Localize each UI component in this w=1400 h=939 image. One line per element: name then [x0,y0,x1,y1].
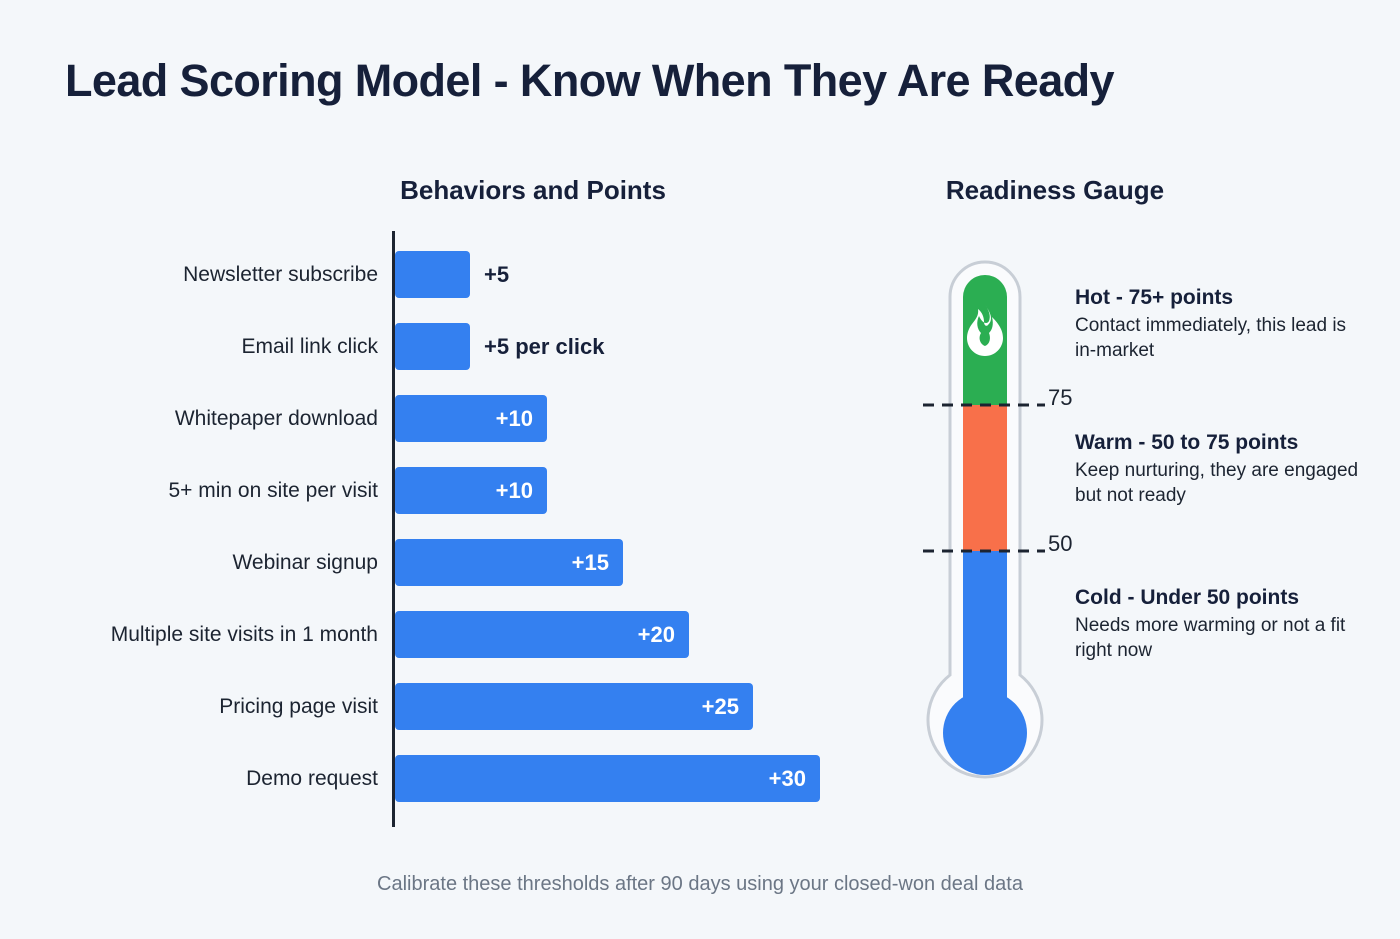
legend-item-hot: Hot - 75+ points Contact immediately, th… [1075,286,1365,363]
bar-category-label: Demo request [246,767,378,790]
bar-row: Email link click +5 per click [0,323,860,370]
bar-row: Webinar signup +15 [0,539,860,586]
readiness-gauge-heading: Readiness Gauge [945,175,1165,205]
behaviors-bar-chart: Newsletter subscribe +5 Email link click +5… [0,231,860,831]
legend-item-cold: Cold - Under 50 points Needs more warmin… [1075,586,1365,663]
bar-value-label: +5 per click [484,334,605,359]
bar-row: Whitepaper download +10 [0,395,860,442]
bar-category-label: Whitepaper download [174,407,378,430]
bar-rect [395,467,547,514]
threshold-label-75: 75 [1048,385,1073,410]
bar-rect [395,251,470,298]
legend-warm-title: Warm - 50 to 75 points [1075,431,1299,454]
bar-value-label: +20 [637,622,675,647]
bar-row: Newsletter subscribe +5 [0,251,860,298]
bar-value-label: +5 [484,262,510,287]
legend-hot-description: Contact immediately, this lead is in-mar… [1075,315,1347,361]
bar-value-label: +25 [701,694,739,719]
legend-item-warm: Warm - 50 to 75 points Keep nurturing, t… [1075,431,1365,508]
chart-axis-line [392,231,395,827]
bar-row: Demo request +30 [0,755,860,802]
footer-note: Calibrate these thresholds after 90 days… [377,873,1023,895]
thermometer-bulb-fill [943,691,1027,775]
zone-fill-warm [963,405,1007,551]
bar-category-label: Email link click [241,335,378,358]
legend-cold-title: Cold - Under 50 points [1075,586,1300,609]
thermometer-svg [923,260,1045,779]
threshold-label-50: 50 [1048,531,1073,556]
bar-rect [395,539,623,586]
thermometer-fill-column [963,275,1007,727]
bar-row: Pricing page visit +25 [0,683,860,730]
bar-row: Multiple site visits in 1 month +20 [0,611,860,658]
bar-category-label: Pricing page visit [219,695,378,718]
bar-row: 5+ min on site per visit +10 [0,467,860,514]
bar-rect [395,683,753,730]
bar-rect [395,755,820,802]
bar-chart-heading: Behaviors and Points [400,175,666,205]
flame-icon [967,305,1003,356]
bar-category-label: 5+ min on site per visit [168,479,378,502]
bar-category-label: Multiple site visits in 1 month [110,623,378,646]
bar-category-label: Webinar signup [232,551,378,574]
bar-value-label: +30 [768,766,806,791]
bar-rect [395,323,470,370]
legend-warm-description: Keep nurturing, they are engaged but not… [1075,460,1359,506]
readiness-thermometer [905,235,1075,815]
bar-value-label: +10 [495,406,533,431]
legend-cold-description: Needs more warming or not a fit right no… [1075,615,1346,661]
bar-rect [395,611,689,658]
bar-value-label: +15 [571,550,609,575]
bar-rect [395,395,547,442]
legend-hot-title: Hot - 75+ points [1075,286,1234,309]
page-title: Lead Scoring Model - Know When They Are … [65,55,1115,106]
bar-value-label: +10 [495,478,533,503]
bar-category-label: Newsletter subscribe [183,263,378,286]
